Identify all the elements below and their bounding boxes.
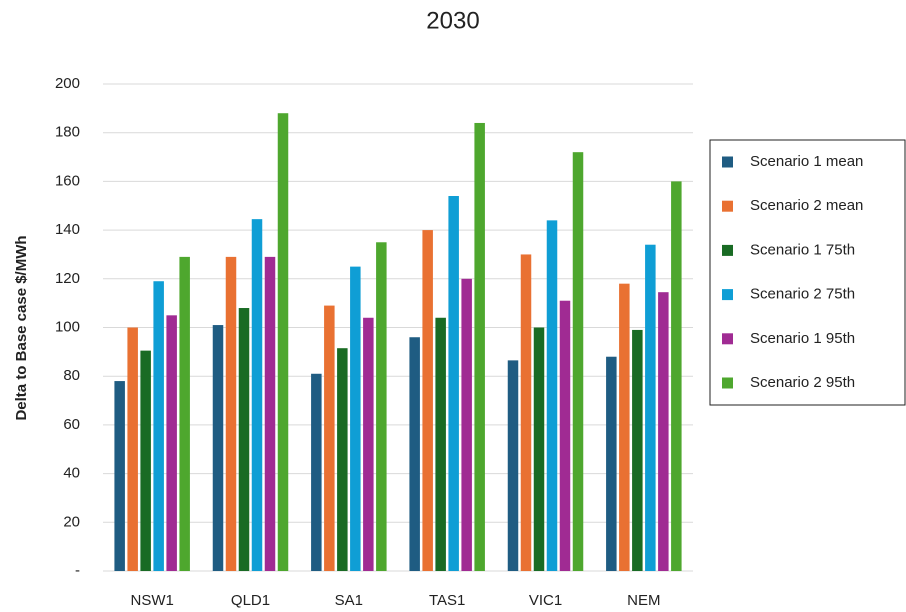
bar [546, 220, 558, 572]
legend-swatch [722, 377, 733, 389]
bar [225, 256, 237, 571]
bar [572, 152, 584, 571]
y-tick-label: 140 [55, 221, 80, 238]
bar [251, 219, 263, 571]
y-tick-label: 180 [55, 124, 80, 141]
x-tick-label: QLD1 [231, 592, 270, 609]
y-tick-label: 60 [63, 416, 80, 433]
bar [376, 242, 387, 571]
bar [533, 327, 545, 571]
bar [632, 329, 643, 571]
x-tick-label: NEM [627, 592, 660, 609]
bar [606, 356, 617, 571]
x-tick-label: TAS1 [429, 592, 465, 609]
y-tick-label: 120 [55, 270, 80, 287]
bar [311, 373, 322, 571]
y-tick-label: 200 [55, 75, 80, 92]
y-tick-label: - [75, 562, 80, 579]
x-tick-label: VIC1 [529, 592, 562, 609]
bar [127, 327, 138, 571]
bar [114, 381, 125, 571]
legend-label: Scenario 1 95th [750, 330, 855, 347]
legend-label: Scenario 1 mean [750, 153, 863, 170]
bar [324, 305, 335, 571]
bar [264, 256, 276, 571]
bar [671, 181, 682, 571]
bar [363, 317, 374, 571]
y-tick-label: 40 [63, 465, 80, 482]
legend-swatch [722, 333, 733, 345]
bar [520, 254, 532, 571]
legend-swatch [722, 244, 733, 256]
bar [507, 360, 519, 571]
bar [212, 325, 224, 571]
legend-label: Scenario 2 75th [750, 286, 855, 303]
y-tick-label: 100 [55, 318, 80, 335]
x-tick-label: SA1 [335, 592, 363, 609]
bar [166, 315, 177, 571]
y-tick-label: 20 [63, 513, 80, 530]
bar [619, 283, 630, 571]
bar [474, 122, 485, 572]
bar [409, 337, 420, 571]
y-tick-label: 80 [63, 367, 80, 384]
bar [179, 256, 190, 571]
bar [238, 308, 250, 571]
bar [153, 281, 164, 571]
bar [277, 113, 289, 571]
legend-label: Scenario 2 mean [750, 197, 863, 214]
legend-swatch [722, 156, 733, 168]
bar [461, 278, 472, 571]
y-axis-label: Delta to Base case $/MWh [13, 235, 30, 420]
legend-box [709, 139, 906, 406]
bar [448, 196, 459, 571]
legend-swatch [722, 200, 733, 212]
chart-title: 2030 [426, 7, 479, 34]
legend-label: Scenario 1 75th [750, 241, 855, 258]
bar [140, 350, 151, 571]
bar [645, 244, 656, 571]
bar [350, 266, 361, 571]
legend-swatch [722, 289, 733, 301]
bar [658, 292, 669, 571]
bar [559, 300, 571, 571]
bar [435, 317, 446, 571]
y-tick-label: 160 [55, 172, 80, 189]
bar [422, 230, 433, 571]
x-tick-label: NSW1 [130, 592, 173, 609]
legend-label: Scenario 2 95th [750, 374, 855, 391]
bar [337, 348, 348, 571]
